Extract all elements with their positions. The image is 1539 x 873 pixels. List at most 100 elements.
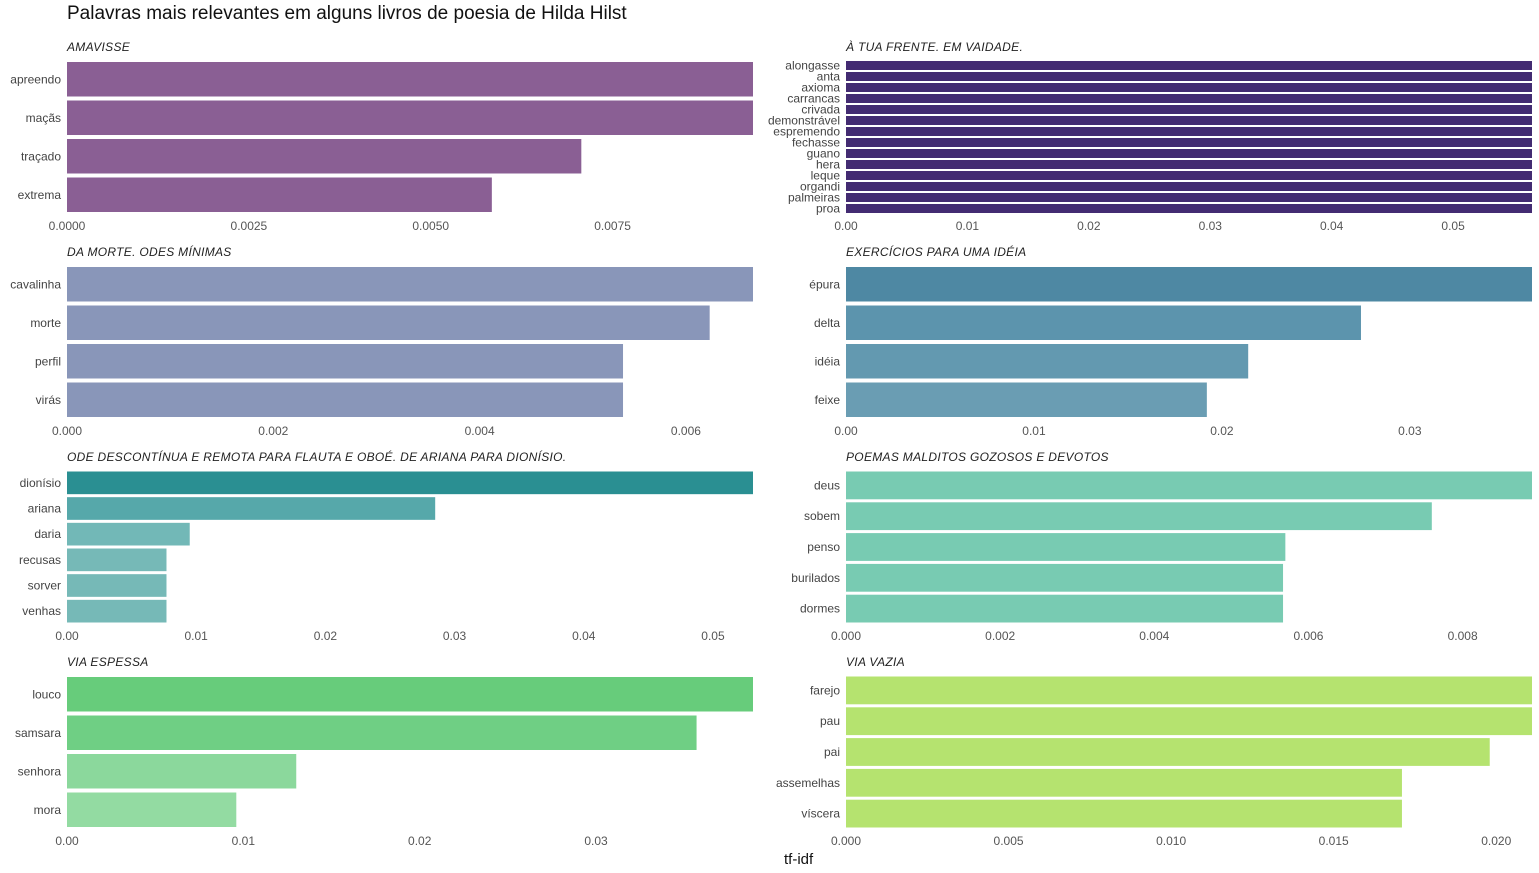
x-tick-label: 0.000	[831, 834, 861, 848]
bar-morte	[67, 305, 710, 340]
bar-fechasse	[846, 138, 1532, 147]
category-label-organdi: organdi	[800, 180, 840, 194]
bar-dormes	[846, 594, 1284, 623]
category-label-venhas: venhas	[22, 604, 61, 618]
bar-pai	[846, 738, 1490, 766]
bar-macas	[67, 100, 753, 135]
category-label-anta: anta	[817, 70, 841, 84]
x-tick-label: 0.02	[314, 629, 338, 643]
x-tick-label: 0.00	[834, 219, 858, 233]
category-label-ariana: ariana	[28, 502, 62, 516]
x-tick-label: 0.02	[1210, 424, 1234, 438]
bar-dionisio	[67, 471, 753, 495]
category-label-mora: mora	[34, 803, 62, 817]
x-tick-label: 0.04	[1320, 219, 1344, 233]
category-label-cavalinha: cavalinha	[10, 277, 61, 291]
bar-alongasse	[846, 61, 1532, 70]
category-label-apreendo: apreendo	[10, 72, 61, 86]
bar-carrancas	[846, 94, 1532, 103]
x-tick-label: 0.004	[1139, 629, 1169, 643]
x-tick-label: 0.03	[1398, 424, 1422, 438]
bar-viras	[67, 382, 624, 417]
x-tick-label: 0.0000	[49, 219, 86, 233]
category-label-extrema: extrema	[18, 188, 62, 202]
x-tick-label: 0.03	[1199, 219, 1223, 233]
bar-extrema	[67, 177, 492, 212]
category-label-fechasse: fechasse	[792, 136, 840, 150]
bar-louco	[67, 677, 753, 712]
x-tick-label: 0.015	[1319, 834, 1349, 848]
category-label-proa: proa	[816, 202, 840, 216]
facet-plot-6: deus sobem penso burilados dormes 0.000 0.002 0…	[791, 471, 1532, 643]
category-label-perfil: perfil	[35, 354, 61, 368]
category-label-louco: louco	[32, 687, 61, 701]
category-label-dormes: dormes	[800, 602, 840, 616]
bar-senhora	[67, 754, 297, 789]
bar-sorver	[67, 574, 167, 597]
bar-demonstravel	[846, 116, 1532, 125]
facet-plot-4: épura delta idéia feixe 0.00 0.01 0.02 0.03	[809, 267, 1532, 438]
category-label-epura: épura	[809, 277, 840, 291]
bar-deus	[846, 471, 1532, 500]
bar-perfil	[67, 344, 624, 379]
x-tick-label: 0.02	[408, 834, 432, 848]
category-label-delta: delta	[814, 316, 840, 330]
bar-hera	[846, 160, 1532, 169]
facet-title-5: ODE DESCONTÍNUA E REMOTA PARA FLAUTA E O…	[67, 450, 567, 464]
bar-espremendo	[846, 127, 1532, 136]
category-label-palmeiras: palmeiras	[788, 191, 840, 205]
bar-recusas	[67, 548, 167, 572]
bar-mora	[67, 792, 237, 827]
category-label-daria: daria	[34, 527, 61, 541]
facet-title-6: POEMAS MALDITOS GOZOSOS E DEVOTOS	[846, 450, 1109, 464]
category-label-espremendo: espremendo	[773, 125, 840, 139]
x-tick-label: 0.005	[994, 834, 1024, 848]
x-tick-label: 0.0025	[231, 219, 268, 233]
facet-plot-8: farejo pau pai assemelhas víscera 0.000 0.005 0…	[776, 676, 1532, 848]
category-label-morte: morte	[30, 316, 61, 330]
bar-feixe	[846, 382, 1207, 417]
bar-assemelhas	[846, 768, 1402, 797]
bar-venhas	[67, 599, 167, 623]
bar-crivada	[846, 105, 1532, 114]
x-tick-label: 0.006	[671, 424, 701, 438]
facet-title-3: DA MORTE. ODES MÍNIMAS	[67, 245, 232, 259]
facet-plot-5: dionísio ariana daria recusas sorver venhas 0.…	[19, 471, 753, 643]
category-label-farejo: farejo	[810, 683, 840, 697]
category-label-sorver: sorver	[28, 579, 61, 593]
x-tick-label: 0.00	[834, 424, 858, 438]
category-label-dionisio: dionísio	[20, 476, 62, 490]
bar-guano	[846, 149, 1532, 158]
bar-epura	[846, 267, 1532, 302]
facet-plot-2: alongasseantaaxiomacarrancascrivadademon…	[768, 59, 1532, 233]
category-label-ideia: idéia	[815, 354, 841, 368]
bar-tracado	[67, 139, 582, 174]
chart-title: Palavras mais relevantes em alguns livro…	[67, 3, 627, 24]
category-label-deus: deus	[814, 478, 840, 492]
bar-daria	[67, 522, 190, 546]
category-label-axioma: axioma	[801, 81, 840, 95]
x-tick-label: 0.01	[956, 219, 980, 233]
x-tick-label: 0.00	[55, 629, 79, 643]
category-label-crivada: crivada	[801, 103, 840, 117]
category-label-pai: pai	[824, 745, 840, 759]
x-tick-label: 0.000	[52, 424, 82, 438]
category-label-hera: hera	[816, 158, 840, 172]
x-tick-label: 0.0050	[412, 219, 449, 233]
bar-ariana	[67, 497, 436, 520]
x-tick-label: 0.04	[572, 629, 596, 643]
x-tick-label: 0.002	[985, 629, 1015, 643]
category-label-viras: virás	[36, 393, 61, 407]
bar-penso	[846, 533, 1286, 561]
bar-apreendo	[67, 62, 753, 97]
bar-cavalinha	[67, 267, 753, 302]
x-tick-label: 0.010	[1156, 834, 1186, 848]
category-label-leque: leque	[811, 169, 841, 183]
bar-burilados	[846, 563, 1284, 592]
bar-organdi	[846, 182, 1532, 191]
category-label-senhora: senhora	[18, 764, 62, 778]
bar-viscera	[846, 799, 1402, 828]
bar-ideia	[846, 344, 1249, 379]
category-label-demonstravel: demonstrável	[768, 114, 840, 128]
x-tick-label: 0.002	[258, 424, 288, 438]
